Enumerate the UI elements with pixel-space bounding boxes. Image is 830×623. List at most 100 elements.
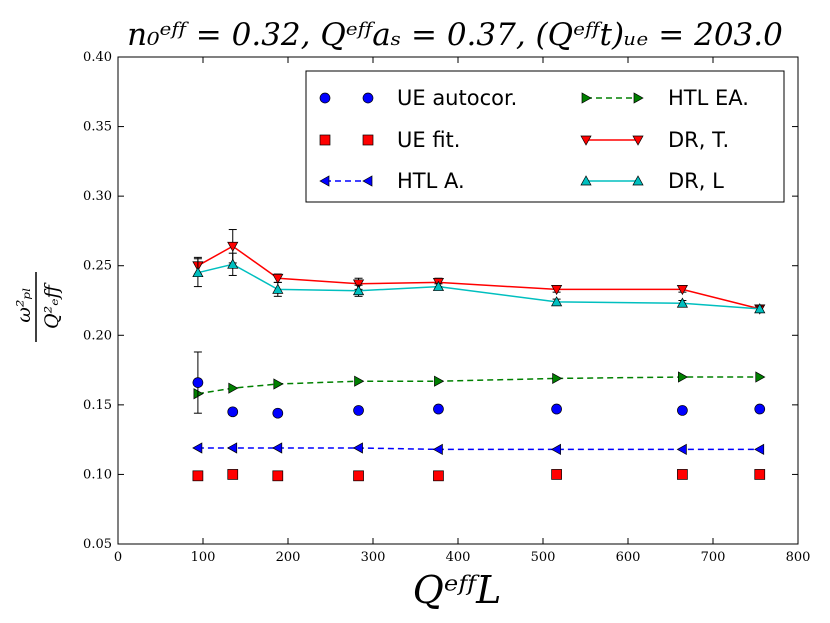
series-dr-l [192, 252, 766, 314]
y-tick-label: 0.25 [83, 259, 112, 274]
data-point [678, 371, 689, 383]
legend-label: HTL A. [397, 169, 465, 193]
data-point [272, 442, 283, 454]
legend-entry: UE fit. [319, 128, 460, 152]
data-point [192, 470, 204, 482]
data-point [550, 443, 561, 455]
x-tick-label: 600 [616, 550, 641, 565]
data-point [755, 371, 766, 383]
x-tick-label: 200 [276, 550, 301, 565]
legend-marker [319, 134, 331, 146]
x-tick-label: 500 [531, 550, 556, 565]
legend-label: DR, T. [668, 128, 729, 152]
data-point [552, 372, 563, 385]
y-axis-label-denominator: Q²ₑff [41, 281, 63, 329]
series-ue-fit [192, 469, 766, 482]
legend-entry: DR, L [580, 169, 724, 193]
y-tick-label: 0.15 [83, 398, 112, 413]
data-point [192, 442, 203, 454]
data-point [228, 382, 239, 394]
y-tick-label: 0.10 [83, 467, 112, 482]
legend-entry: UE autocor. [319, 86, 517, 110]
data-point [353, 470, 364, 482]
data-point [272, 283, 284, 294]
data-point [433, 470, 444, 482]
data-point [551, 403, 562, 415]
data-point [754, 403, 766, 415]
data-point [352, 279, 365, 290]
legend-marker [580, 135, 592, 146]
data-point [432, 443, 443, 455]
data-point [676, 443, 687, 455]
data-point [551, 285, 563, 296]
y-tick-label: 0.05 [83, 537, 112, 552]
data-point [352, 442, 363, 454]
x-tick-label: 0 [114, 550, 122, 565]
x-tick-label: 800 [786, 550, 811, 565]
legend-marker [362, 92, 374, 104]
legend-marker [633, 92, 644, 104]
series-line [197, 376, 760, 395]
data-point [551, 469, 562, 480]
series-line [197, 263, 760, 310]
legend-marker [632, 175, 644, 186]
legend-entry: HTL EA. [581, 86, 749, 110]
legend-label: UE fit. [397, 128, 460, 152]
legend-box [305, 70, 785, 203]
data-point [227, 258, 239, 269]
legend-entry: DR, T. [580, 128, 729, 152]
x-axis-label: QᵉᶠᶠL [413, 568, 502, 612]
data-point [754, 303, 766, 314]
legend-label: DR, L [668, 169, 724, 193]
series-dr-t [192, 229, 766, 315]
data-point [677, 405, 688, 416]
data-point [354, 375, 365, 387]
data-point [754, 443, 765, 455]
legend: UE autocor. HTL EA. UE fit. DR, T. HTL A. DR,… [305, 70, 785, 203]
chart-title: n₀ᵉᶠᶠ = 0.32, Qᵉᶠᶠaₛ = 0.37, (Qᵉᶠᶠt)ᵤₑ =… [127, 17, 783, 53]
data-point [432, 280, 445, 291]
data-point [272, 470, 284, 482]
y-axis-label: ω²ₚₗ Q²ₑff [13, 272, 63, 342]
data-point [227, 442, 238, 454]
x-tick-label: 300 [361, 550, 386, 565]
series-line [197, 245, 760, 310]
data-point [551, 296, 563, 307]
data-point [192, 377, 204, 388]
data-point [192, 266, 204, 278]
data-point [227, 406, 239, 418]
x-tick-label: 400 [446, 550, 471, 565]
legend-marker [632, 135, 644, 146]
data-point [677, 469, 688, 480]
data-point [676, 297, 688, 308]
legend-label: UE autocor. [397, 86, 517, 110]
data-point [352, 285, 365, 296]
legend-marker [581, 92, 592, 104]
legend-marker [319, 175, 330, 187]
legend-marker [319, 92, 331, 104]
y-axis-label-numerator: ω²ₚₗ [13, 287, 35, 322]
y-tick-label: 0.30 [83, 189, 112, 204]
y-tick-label: 0.20 [83, 328, 112, 343]
legend-marker [362, 134, 374, 146]
legend-entry: HTL A. [319, 169, 465, 193]
series-htl-a [192, 442, 765, 455]
data-point [433, 403, 444, 415]
data-point [227, 241, 239, 252]
data-point [754, 469, 766, 480]
x-tick-label: 100 [191, 550, 216, 565]
series-line [197, 447, 760, 451]
data-point [353, 405, 364, 416]
data-point [272, 407, 284, 419]
y-tick-label: 0.35 [83, 120, 112, 135]
data-point [273, 378, 284, 390]
data-point [676, 285, 688, 296]
plot-area: 0 100 200 300 400 500 600 700 800 0.05 0.10 0.15 0.2… [83, 50, 810, 565]
legend-marker [580, 175, 592, 186]
data-point [272, 273, 284, 284]
legend-label: HTL EA. [668, 86, 749, 110]
y-tick-label: 0.40 [83, 50, 112, 65]
series-ue-autocor [192, 351, 766, 419]
x-tick-label: 700 [701, 550, 726, 565]
